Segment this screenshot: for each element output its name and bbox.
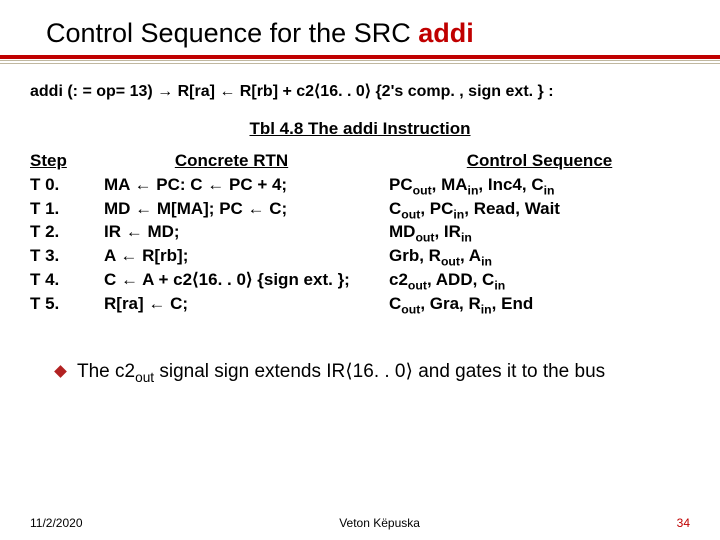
footer-page: 34	[677, 516, 690, 530]
instruction-table: Step Concrete RTN Control Sequence T 0.M…	[30, 149, 690, 316]
col-header-control: Control Sequence	[389, 149, 690, 173]
table-caption: Tbl 4.8 The addi Instruction	[30, 119, 690, 139]
title-accent: addi	[418, 18, 474, 48]
slide-title: Control Sequence for the SRC addi	[30, 18, 690, 49]
cell-rtn: C ← A + c2⟨16. . 0⟩ {sign ext. };	[104, 268, 389, 292]
col-header-rtn: Concrete RTN	[104, 149, 389, 173]
cell-step: T 2.	[30, 220, 104, 244]
note-row: The c2out signal sign extends IR⟨16. . 0…	[30, 360, 690, 385]
slide: Control Sequence for the SRC addi addi (…	[0, 0, 720, 540]
title-prefix: Control Sequence for the SRC	[46, 18, 418, 48]
cell-rtn: MD ← M[MA]; PC ← C;	[104, 197, 389, 221]
caption-suffix: Instruction	[378, 119, 471, 138]
footer: 11/2/2020 Veton Këpuska 34	[30, 516, 690, 530]
footer-date: 11/2/2020	[30, 516, 83, 530]
cell-control: MDout, IRin	[389, 220, 690, 244]
cell-rtn: R[ra] ← C;	[104, 292, 389, 316]
caption-accent: addi	[343, 119, 378, 138]
cell-step: T 5.	[30, 292, 104, 316]
note-text: The c2out signal sign extends IR⟨16. . 0…	[77, 360, 605, 385]
cell-step: T 1.	[30, 197, 104, 221]
cell-control: c2out, ADD, Cin	[389, 268, 690, 292]
cell-rtn: A ← R[rb];	[104, 244, 389, 268]
diamond-bullet-icon	[54, 365, 67, 378]
cell-control: Cout, Gra, Rin, End	[389, 292, 690, 316]
cell-control: PCout, MAin, Inc4, Cin	[389, 173, 690, 197]
cell-control: Grb, Rout, Ain	[389, 244, 690, 268]
cell-step: T 0.	[30, 173, 104, 197]
cell-step: T 4.	[30, 268, 104, 292]
col-header-step: Step	[30, 149, 104, 173]
footer-author: Veton Këpuska	[339, 516, 420, 530]
cell-rtn: MA ← PC: C ← PC + 4;	[104, 173, 389, 197]
cell-step: T 3.	[30, 244, 104, 268]
cell-control: Cout, PCin, Read, Wait	[389, 197, 690, 221]
cell-rtn: IR ← MD;	[104, 220, 389, 244]
caption-prefix: Tbl 4.8 The	[249, 119, 343, 138]
title-underline	[0, 55, 720, 59]
instruction-definition: addi (: = op= 13) → R[ra] ← R[rb] + c2⟨1…	[30, 81, 690, 101]
